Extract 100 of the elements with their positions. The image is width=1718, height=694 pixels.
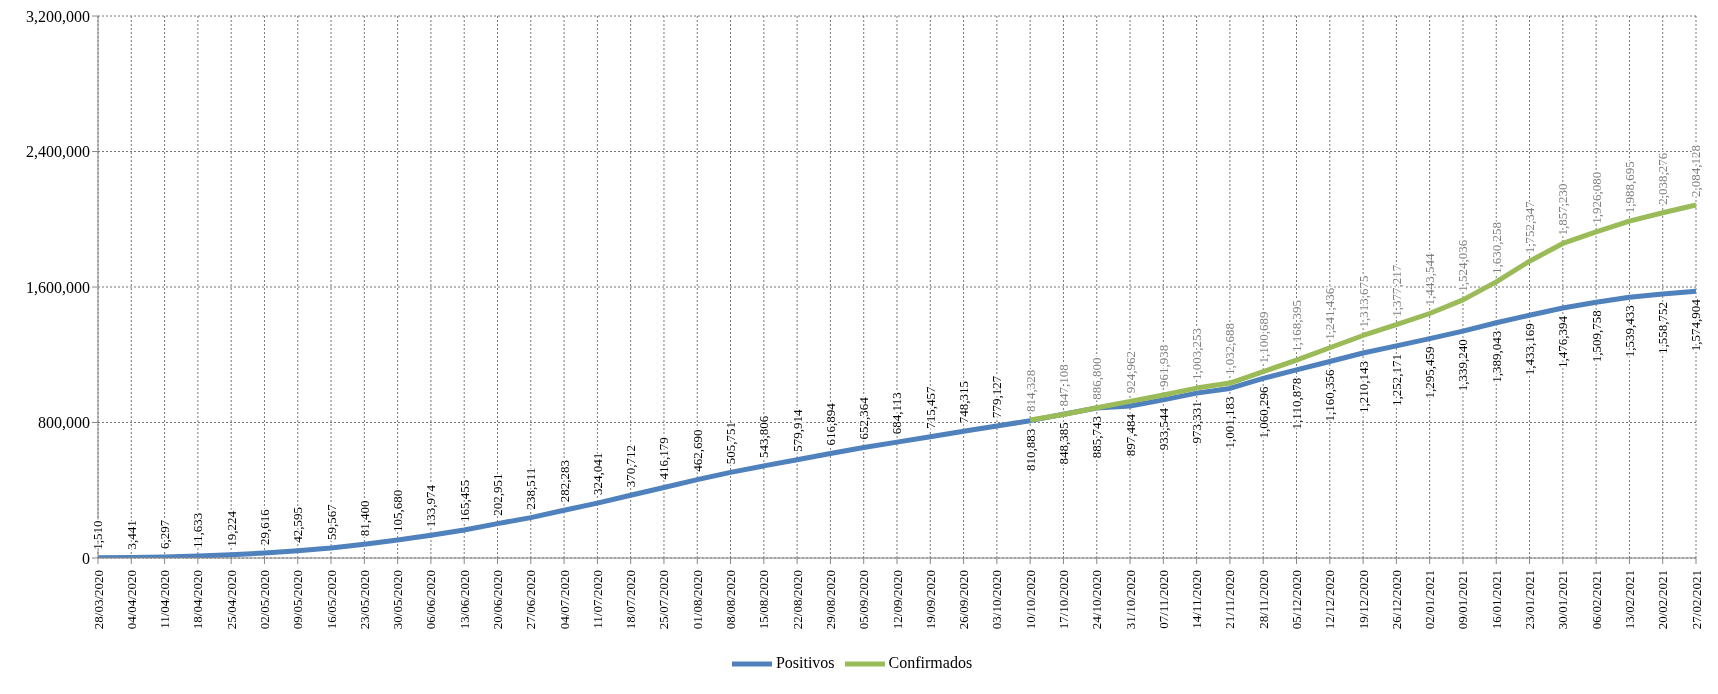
data-label: 885,743 (1089, 415, 1105, 459)
x-tick-label: 04/07/2020 (556, 570, 572, 630)
data-label: 2,084,128 (1688, 145, 1704, 197)
data-label: 1,509,758 (1588, 310, 1604, 363)
data-label: 897,484 (1122, 413, 1138, 457)
x-tick-label: 23/01/2021 (1522, 570, 1538, 630)
x-tick-label: 19/09/2020 (922, 570, 938, 630)
data-label: 1,857,230 (1555, 183, 1571, 236)
data-label: 1,926,080 (1588, 171, 1604, 224)
x-tick-label: 02/01/2021 (1422, 570, 1438, 630)
data-label: 973,331 (1189, 401, 1205, 444)
x-tick-label: 01/08/2020 (689, 570, 705, 630)
data-label: 1,210,143 (1355, 361, 1371, 414)
x-tick-label: 04/04/2020 (123, 570, 139, 630)
data-label: 1,313,675 (1355, 275, 1371, 328)
x-tick-label: 06/06/2020 (423, 570, 439, 630)
y-tick-label: 2,400,000 (26, 143, 90, 161)
x-tick-label: 30/01/2021 (1555, 570, 1571, 630)
data-label: 1,003,253 (1189, 328, 1205, 381)
data-label: 847,108 (1055, 364, 1071, 407)
x-tick-label: 30/05/2020 (390, 570, 406, 630)
y-tick-label: 0 (82, 549, 90, 567)
x-tick-label: 17/10/2020 (1055, 570, 1071, 630)
data-label: 543,806 (756, 415, 772, 458)
y-tick-label: 3,200,000 (26, 7, 90, 25)
x-tick-label: 25/04/2020 (223, 570, 239, 630)
x-tick-label: 11/04/2020 (157, 570, 173, 629)
data-label: 961,938 (1155, 344, 1171, 388)
data-label: 370,712 (623, 444, 639, 488)
data-label: 282,283 (556, 459, 572, 503)
x-tick-label: 03/10/2020 (989, 570, 1005, 630)
data-label: 616,894 (822, 402, 838, 446)
x-tick-label: 07/11/2020 (1155, 570, 1171, 629)
data-label: 1,752,347 (1522, 200, 1538, 254)
data-label: 1,510 (90, 520, 106, 550)
data-label: 1,558,752 (1655, 301, 1671, 354)
data-label: 133,974 (423, 484, 439, 528)
x-tick-label: 20/06/2020 (490, 570, 505, 630)
data-label: 1,295,459 (1422, 346, 1438, 399)
data-label: 779,127 (989, 375, 1005, 419)
x-tick-label: 22/08/2020 (789, 570, 805, 630)
data-label: 3,441 (123, 520, 139, 550)
data-label: 1,339,240 (1455, 339, 1471, 392)
x-tick-label: 16/01/2021 (1488, 570, 1504, 630)
x-tick-label: 21/11/2020 (1222, 570, 1238, 629)
x-tick-label: 05/09/2020 (856, 570, 872, 630)
data-label: 11,633 (190, 512, 206, 549)
x-tick-label: 12/09/2020 (889, 570, 905, 630)
x-tick-label: 06/02/2021 (1588, 570, 1604, 630)
legend-label: Confirmados (888, 653, 973, 671)
data-label: 579,914 (789, 409, 805, 452)
x-tick-label: 18/04/2020 (190, 570, 206, 630)
data-label: 924,962 (1122, 351, 1138, 394)
x-tick-label: 18/07/2020 (623, 570, 639, 630)
x-tick-label: 12/12/2020 (1322, 570, 1338, 630)
data-label: 1,100,689 (1255, 311, 1271, 364)
x-tick-label: 16/05/2020 (323, 570, 339, 630)
data-label: 1,574,904 (1688, 298, 1704, 352)
data-label: 1,168,395 (1289, 300, 1304, 353)
data-label: 1,539,433 (1621, 305, 1637, 358)
x-tick-label: 24/10/2020 (1089, 570, 1105, 630)
x-tick-label: 26/09/2020 (956, 570, 972, 630)
x-tick-label: 28/11/2020 (1255, 570, 1271, 629)
data-label: 1,110,878 (1289, 377, 1304, 430)
data-label: 810,883 (1022, 428, 1038, 471)
data-label: 715,457 (922, 386, 938, 429)
data-label: 1,032,688 (1222, 323, 1238, 376)
y-tick-label: 800,000 (38, 414, 90, 432)
x-tick-label: 11/07/2020 (589, 570, 605, 629)
x-tick-label: 05/12/2020 (1289, 570, 1304, 630)
data-label: 886,800 (1089, 357, 1105, 400)
data-label: 1,443,544 (1422, 253, 1438, 306)
data-label: 1,377,217 (1388, 264, 1404, 317)
data-label: 1,389,043 (1488, 330, 1504, 383)
data-label: 1,630,258 (1488, 221, 1504, 274)
data-label: 105,680 (390, 489, 406, 533)
x-tick-label: 02/05/2020 (256, 570, 272, 630)
x-tick-label: 27/02/2021 (1688, 570, 1704, 630)
data-label: 42,595 (290, 507, 306, 543)
data-label: 59,567 (323, 503, 339, 540)
x-tick-label: 29/08/2020 (822, 570, 838, 630)
x-tick-label: 13/02/2021 (1621, 570, 1637, 630)
data-label: 416,179 (656, 437, 672, 480)
data-label: 462,690 (689, 429, 705, 472)
data-label: 81,400 (356, 500, 372, 537)
data-label: 19,224 (223, 510, 239, 547)
data-label: 2,038,276 (1655, 152, 1671, 205)
x-tick-label: 19/12/2020 (1355, 570, 1371, 630)
data-label: 238,511 (523, 467, 539, 510)
x-tick-label: 26/12/2020 (1388, 570, 1404, 630)
x-tick-label: 13/06/2020 (456, 570, 472, 630)
data-label: 324,041 (589, 452, 605, 496)
x-tick-label: 10/10/2020 (1022, 570, 1038, 630)
x-tick-label: 31/10/2020 (1122, 570, 1138, 630)
data-label: 1,988,695 (1621, 161, 1637, 214)
data-label: 165,455 (456, 479, 472, 522)
data-label: 814,328 (1022, 369, 1038, 413)
y-tick-label: 1,600,000 (26, 278, 90, 296)
data-label: 933,544 (1155, 407, 1171, 451)
x-tick-label: 20/02/2021 (1655, 570, 1671, 630)
